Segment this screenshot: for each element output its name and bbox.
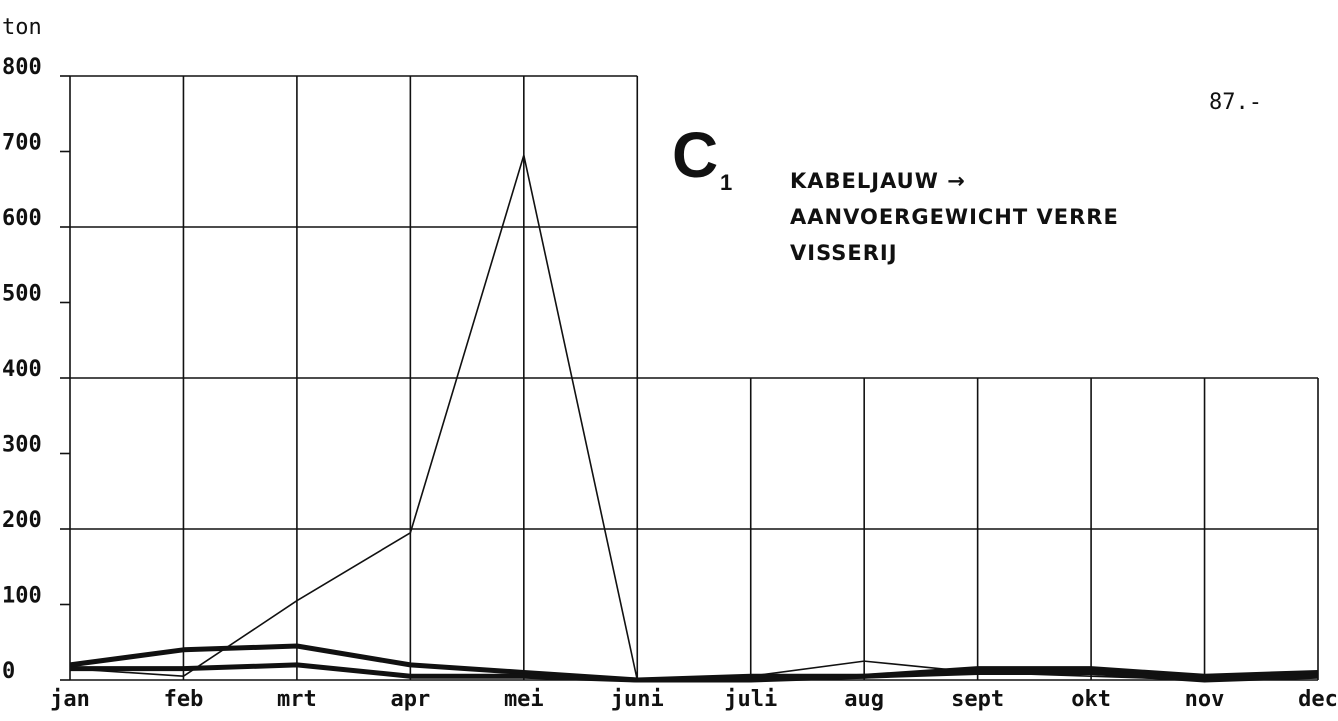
y-tick-label: 200: [2, 508, 42, 533]
y-tick-label: 400: [2, 357, 42, 382]
y-tick-label: 0: [2, 659, 15, 684]
annotation: C: [672, 119, 718, 191]
x-tick-label: aug: [844, 687, 884, 712]
y-tick-label: 800: [2, 55, 42, 80]
title-line: KABELJAUW →: [790, 169, 966, 193]
title-line: VISSERIJ: [790, 241, 898, 265]
series-line: [69, 154, 1319, 681]
title-line: AANVOERGEWICHT VERRE: [790, 205, 1119, 229]
x-tick-label: jan: [50, 687, 90, 712]
x-tick-label: juni: [611, 687, 664, 712]
y-tick-label: 100: [2, 584, 42, 609]
page-number: 87.-: [1209, 90, 1262, 115]
x-tick-label: juli: [724, 687, 777, 712]
x-tick-label: mrt: [277, 687, 317, 712]
y-tick-label: 500: [2, 282, 42, 307]
y-tick-label: 600: [2, 206, 42, 231]
x-tick-label: feb: [164, 687, 204, 712]
x-tick-label: mei: [504, 687, 544, 712]
x-tick-label: sept: [951, 687, 1004, 712]
x-tick-label: dec: [1298, 687, 1338, 712]
y-tick-label: 700: [2, 131, 42, 156]
x-tick-label: nov: [1185, 687, 1225, 712]
y-axis-label: ton: [2, 15, 42, 40]
x-tick-label: okt: [1071, 687, 1111, 712]
y-tick-label: 300: [2, 433, 42, 458]
annotation-subscript: 1: [720, 170, 732, 195]
series-line: [70, 662, 1319, 683]
x-tick-label: apr: [390, 687, 430, 712]
